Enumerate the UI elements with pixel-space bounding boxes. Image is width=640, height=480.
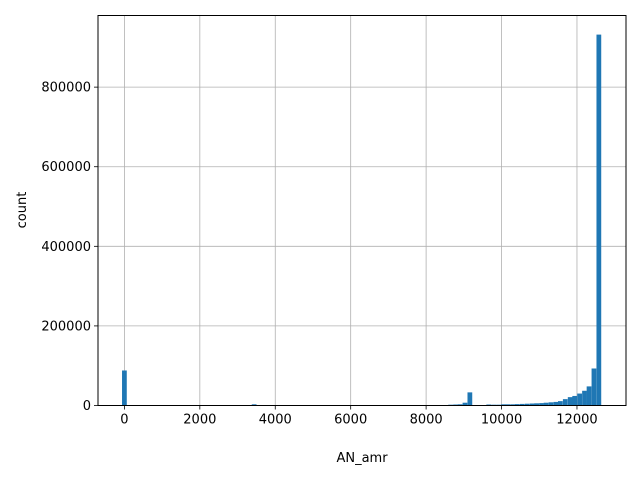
histogram-bar	[251, 404, 257, 406]
x-axis-label: AN_amr	[336, 451, 388, 466]
histogram-bar	[596, 34, 602, 406]
histogram-bar	[467, 392, 473, 406]
histogram-bar	[586, 386, 592, 406]
y-tick-label: 400000	[41, 240, 91, 255]
histogram-bar	[548, 402, 554, 406]
histogram-bar	[582, 390, 587, 406]
x-tick-label: 8000	[410, 413, 443, 428]
x-tick-label: 0	[120, 413, 128, 428]
x-tick-label: 2000	[183, 413, 216, 428]
histogram-bar	[505, 404, 511, 406]
histogram-bar	[524, 403, 530, 406]
grid-layer	[98, 15, 626, 406]
histogram-bar	[515, 404, 520, 406]
x-tick-label: 4000	[259, 413, 292, 428]
bars-layer	[122, 34, 602, 406]
histogram-bar	[457, 404, 463, 406]
histogram-bar	[567, 397, 573, 406]
histogram-bar	[558, 401, 563, 406]
histogram-bar	[577, 393, 582, 406]
histogram-bar	[553, 401, 559, 406]
histogram-bar	[562, 399, 568, 406]
histogram-bar	[572, 395, 578, 406]
plot-frame	[97, 15, 627, 406]
histogram-bar	[519, 403, 525, 406]
histogram-bar	[591, 368, 597, 406]
x-tick-label: 10000	[481, 413, 522, 428]
y-tick-label: 200000	[41, 319, 91, 334]
y-tick-label: 800000	[41, 81, 91, 96]
y-axis-label: count	[15, 192, 30, 229]
y-tick-label: 600000	[41, 160, 91, 175]
ticks-layer: 0 2000 4000 6000 8000 10000 12000 0 200000 400000…	[41, 81, 597, 428]
histogram-bar	[510, 404, 516, 406]
histogram-bar	[462, 402, 468, 406]
histogram-bar	[122, 370, 127, 406]
histogram-bar	[501, 404, 506, 406]
histogram-bar	[539, 403, 544, 406]
y-tick-label: 0	[83, 399, 91, 414]
histogram-bar	[529, 403, 535, 406]
x-tick-label: 12000	[556, 413, 597, 428]
histogram-bar	[534, 403, 539, 406]
histogram-bar	[543, 402, 549, 406]
x-tick-label: 6000	[334, 413, 367, 428]
